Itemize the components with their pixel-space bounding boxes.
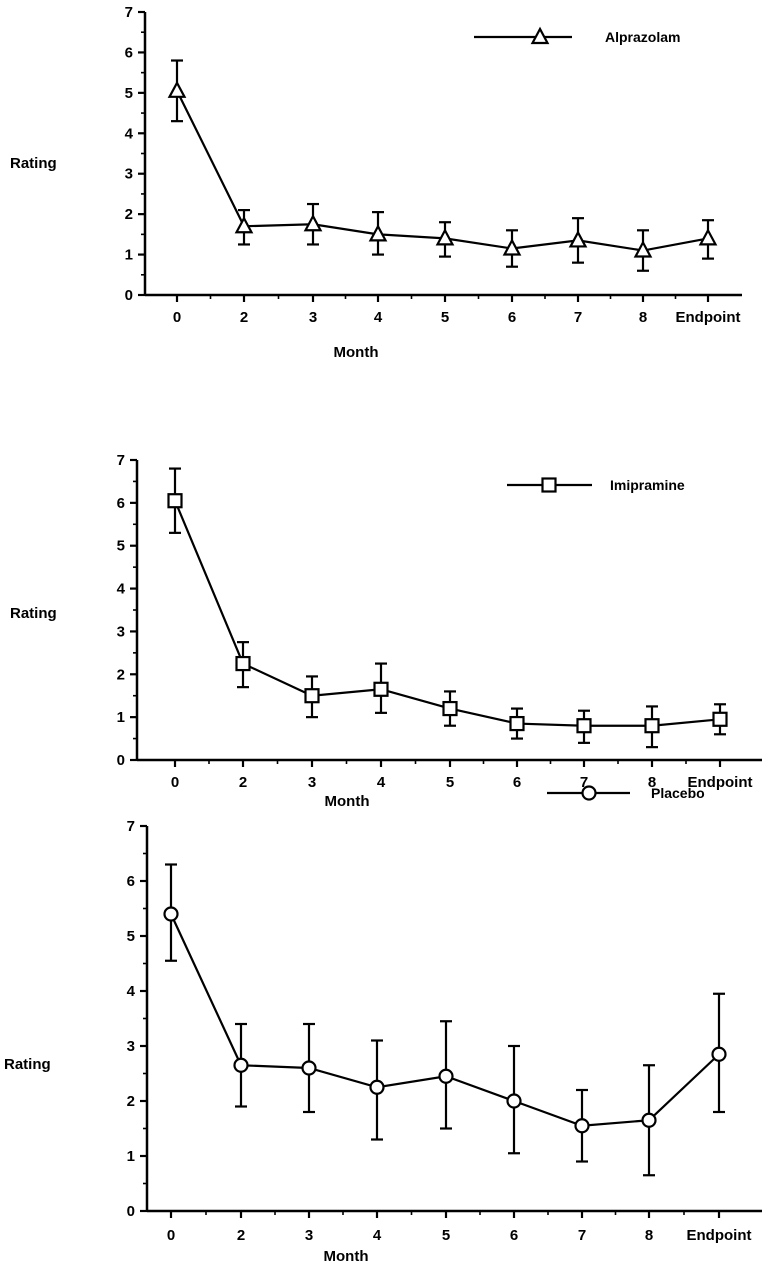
data-point <box>711 1046 727 1062</box>
x-tick-label: 2 <box>237 1227 245 1244</box>
y-tick-label: 1 <box>127 1148 135 1165</box>
legend-marker <box>581 785 597 801</box>
y-tick-label: 7 <box>127 818 135 835</box>
data-point <box>234 215 254 234</box>
x-tick-label: 6 <box>508 309 516 326</box>
y-tick-label: 6 <box>127 873 135 890</box>
legend-label: Placebo <box>651 785 705 801</box>
y-tick-label: 1 <box>117 709 125 726</box>
y-tick-label: 4 <box>125 125 134 142</box>
y-tick-label: 4 <box>117 581 126 598</box>
x-tick-label: 7 <box>574 309 582 326</box>
x-tick-label: 4 <box>377 774 386 791</box>
x-tick-label: 4 <box>373 1227 382 1244</box>
data-point <box>712 711 728 727</box>
x-tick-label: Endpoint <box>676 309 741 326</box>
y-tick-label: 3 <box>127 1038 135 1055</box>
legend-marker <box>541 477 557 493</box>
data-point <box>644 718 660 734</box>
x-tick-label: Endpoint <box>687 1227 752 1244</box>
series-line <box>176 90 709 252</box>
data-point <box>233 1057 249 1073</box>
data-point <box>641 1112 657 1128</box>
data-point <box>576 718 592 734</box>
x-tick-label: 8 <box>648 774 656 791</box>
data-point <box>574 1118 590 1134</box>
x-tick-label: 5 <box>446 774 454 791</box>
y-tick-label: 4 <box>127 983 136 1000</box>
x-axis-label: Month <box>324 1248 369 1265</box>
data-point <box>509 715 525 732</box>
y-tick-label: 6 <box>125 44 133 61</box>
x-tick-label: 6 <box>513 774 521 791</box>
x-tick-label: 4 <box>374 309 383 326</box>
x-tick-label: 0 <box>173 309 181 326</box>
x-tick-label: 8 <box>639 309 647 326</box>
data-point <box>435 228 455 246</box>
y-tick-label: 6 <box>117 495 125 512</box>
legend-label: Alprazolam <box>605 29 680 45</box>
y-tick-label: 0 <box>127 1203 135 1220</box>
x-tick-label: Endpoint <box>688 774 753 791</box>
x-tick-label: 3 <box>305 1227 313 1244</box>
x-tick-label: 2 <box>240 309 248 326</box>
data-point <box>438 1068 454 1084</box>
y-axis-label: Rating <box>10 605 57 622</box>
y-tick-label: 3 <box>125 166 133 183</box>
data-point <box>235 655 251 672</box>
x-tick-label: 8 <box>645 1227 653 1244</box>
x-tick-label: 5 <box>442 1227 450 1244</box>
data-point <box>304 688 320 704</box>
y-tick-label: 7 <box>125 4 133 21</box>
data-point <box>633 240 653 258</box>
y-axis-label: Rating <box>10 155 57 172</box>
x-axis-label: Month <box>325 793 370 810</box>
x-tick-label: 2 <box>239 774 247 791</box>
y-tick-label: 0 <box>125 287 133 304</box>
x-tick-label: 3 <box>309 309 317 326</box>
data-point <box>303 213 323 232</box>
y-tick-label: 0 <box>117 752 125 769</box>
x-tick-label: 5 <box>441 309 449 326</box>
legend-label: Imipramine <box>610 477 685 493</box>
x-tick-label: 0 <box>171 774 179 791</box>
y-tick-label: 5 <box>125 85 133 102</box>
x-tick-label: 6 <box>510 1227 518 1244</box>
data-point <box>368 224 388 242</box>
y-tick-label: 2 <box>127 1093 135 1110</box>
y-tick-label: 1 <box>125 247 133 264</box>
data-point <box>373 681 389 697</box>
y-axis-label: Rating <box>4 1056 51 1073</box>
y-tick-label: 2 <box>117 666 125 683</box>
y-tick-label: 5 <box>117 538 125 555</box>
data-point <box>442 700 458 717</box>
data-point <box>698 228 718 246</box>
x-axis-label: Month <box>334 344 379 361</box>
x-tick-label: 7 <box>580 774 588 791</box>
y-tick-label: 2 <box>125 206 133 223</box>
x-tick-label: 7 <box>578 1227 586 1244</box>
data-point <box>369 1079 385 1095</box>
legend-marker <box>530 26 550 45</box>
y-tick-label: 5 <box>127 928 135 945</box>
data-point <box>167 493 183 509</box>
data-point <box>502 238 522 256</box>
y-tick-label: 7 <box>117 452 125 469</box>
x-tick-label: 0 <box>167 1227 175 1244</box>
data-point <box>568 230 588 248</box>
data-point <box>301 1060 317 1076</box>
data-point <box>506 1093 522 1109</box>
x-tick-label: 3 <box>308 774 316 791</box>
data-point <box>167 80 187 98</box>
y-tick-label: 3 <box>117 623 125 640</box>
data-point <box>163 906 179 922</box>
